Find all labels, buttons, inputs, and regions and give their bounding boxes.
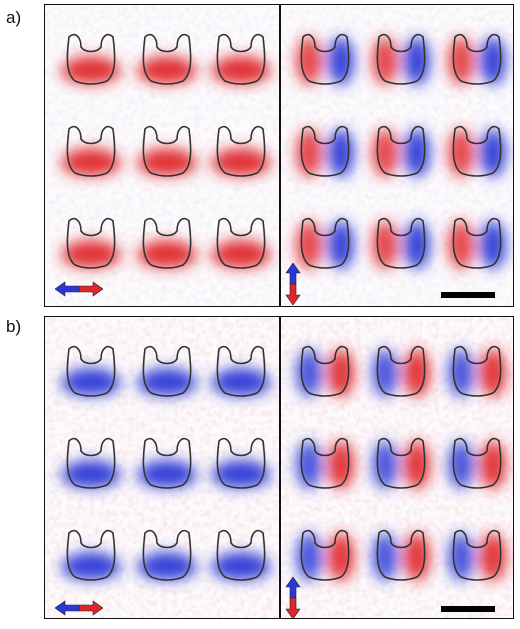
panel-a-label: a) (6, 8, 22, 27)
horizontal-polarization-arrow-icon (55, 600, 103, 616)
particle-outline (66, 217, 116, 269)
particle-outline (452, 125, 502, 177)
particle-outline (66, 33, 116, 85)
particle-outline (376, 33, 426, 85)
particle-outline (142, 125, 192, 177)
particle-outline (376, 217, 426, 269)
particle-outline (216, 529, 266, 581)
scale-bar (441, 292, 495, 298)
particle-outline (376, 125, 426, 177)
particle-outline (452, 437, 502, 489)
particle-outline (216, 437, 266, 489)
panel-b (44, 316, 514, 619)
particle-outline (142, 437, 192, 489)
particle-outline (376, 345, 426, 397)
panel-a (44, 4, 514, 307)
particle-outline (216, 345, 266, 397)
particle-outline (300, 437, 350, 489)
particle-outline (216, 217, 266, 269)
particle-outlines (66, 345, 502, 581)
panel-b-divider (279, 317, 281, 618)
particle-outline (376, 437, 426, 489)
horizontal-polarization-arrow-icon (55, 281, 103, 297)
scale-bar (441, 606, 495, 612)
particle-outline (216, 33, 266, 85)
particle-outline (300, 217, 350, 269)
panel-a-divider (279, 5, 281, 306)
particle-outline (142, 33, 192, 85)
particle-outline (66, 437, 116, 489)
vertical-polarization-arrow-icon (285, 263, 301, 305)
particle-outline (300, 529, 350, 581)
particle-outline (66, 529, 116, 581)
particle-outline (300, 33, 350, 85)
field-blobs (61, 37, 506, 269)
panel-b-label: b) (6, 317, 22, 336)
particle-outline (142, 345, 192, 397)
particle-outline (300, 345, 350, 397)
particle-outline (142, 217, 192, 269)
particle-outline (300, 125, 350, 177)
particle-outline (66, 345, 116, 397)
particle-outline (216, 125, 266, 177)
particle-outline (452, 217, 502, 269)
particle-outline (142, 529, 192, 581)
particle-outline (452, 33, 502, 85)
particle-outline (66, 125, 116, 177)
particle-outlines (66, 33, 502, 269)
particle-outline (452, 529, 502, 581)
particle-outline (452, 345, 502, 397)
particle-outline (376, 529, 426, 581)
vertical-polarization-arrow-icon (285, 577, 301, 618)
